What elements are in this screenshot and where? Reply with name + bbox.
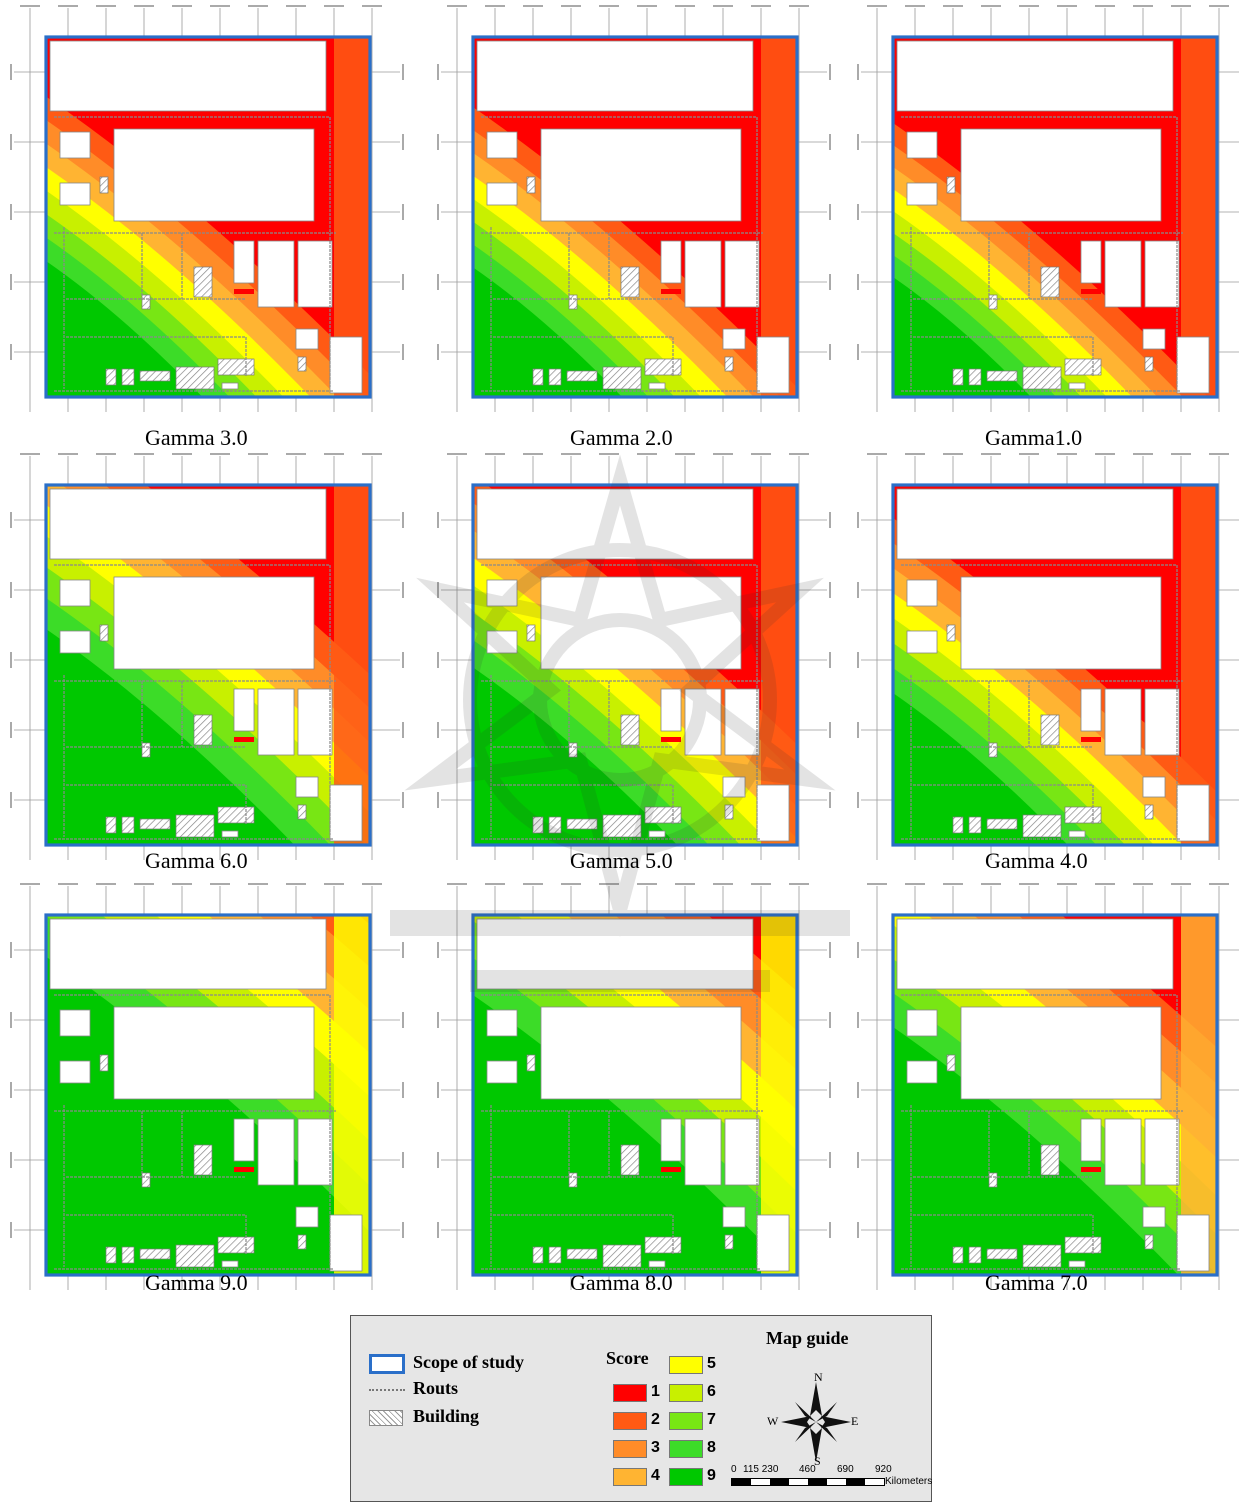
building-swatch [369,1410,403,1426]
map-panel [435,880,835,1300]
scale-bar [731,1478,885,1486]
map-panel [435,2,835,422]
score-value: 8 [707,1439,716,1456]
map-panel [855,880,1239,1300]
suitability-map [437,453,831,860]
suitability-map [10,453,404,860]
scale-tick: 0 [731,1464,737,1475]
score-swatch [613,1384,647,1402]
suitability-map [10,883,404,1290]
building-label: Building [413,1406,480,1426]
scale-tick: 115 230 [743,1464,779,1475]
map-panel [8,450,408,870]
scale-tick: 690 [837,1464,854,1475]
compass-e: E [851,1414,859,1428]
compass-w: W [767,1414,779,1428]
score-value: 6 [707,1383,716,1400]
score-value: 2 [651,1411,660,1428]
suitability-map [437,5,831,412]
map-panel [8,2,408,422]
map-panel [855,450,1239,870]
scale-tick: 920 [875,1464,892,1475]
panel-caption: Gamma 4.0 [985,848,1088,873]
routs-swatch [369,1389,405,1391]
score-value: 7 [707,1411,716,1428]
legend-title: Map guide [766,1328,849,1348]
compass-s: S [814,1454,821,1468]
routs-label: Routs [413,1378,459,1398]
map-legend: Map guide Scope of study Routs Building … [350,1315,932,1502]
suitability-map [857,5,1239,412]
score-value: 9 [707,1467,716,1484]
score-value: 4 [651,1467,660,1484]
suitability-map [10,5,404,412]
map-panel [855,2,1239,422]
suitability-map [857,883,1239,1290]
map-panel [8,880,408,1300]
scope-swatch [369,1354,405,1374]
panel-caption: Gamma 7.0 [985,1270,1088,1295]
panel-caption: Gamma 2.0 [570,425,673,450]
north-arrow-icon [781,1382,851,1462]
scale-tick: 460 [799,1464,816,1475]
panel-caption: Gamma 6.0 [145,848,248,873]
panel-caption: Gamma 8.0 [570,1270,673,1295]
panel-caption: Gamma 3.0 [145,425,248,450]
scope-label: Scope of study [413,1352,525,1372]
score-swatch [669,1468,703,1486]
score-value: 3 [651,1439,660,1456]
panel-caption: Gamma 5.0 [570,848,673,873]
score-swatch [613,1440,647,1458]
score-value: 5 [707,1355,716,1372]
score-value: 1 [651,1383,660,1400]
panel-caption: Gamma 9.0 [145,1270,248,1295]
score-label: Score [606,1348,649,1368]
score-swatch [669,1412,703,1430]
score-swatch [613,1468,647,1486]
scale-unit: Kilometers [885,1476,933,1487]
suitability-map [437,883,831,1290]
score-swatch [669,1440,703,1458]
score-swatch [613,1412,647,1430]
panel-caption: Gamma1.0 [985,425,1083,450]
map-panel [435,450,835,870]
score-swatch [669,1384,703,1402]
score-swatch [669,1356,703,1374]
suitability-map [857,453,1239,860]
compass-n: N [814,1370,823,1384]
